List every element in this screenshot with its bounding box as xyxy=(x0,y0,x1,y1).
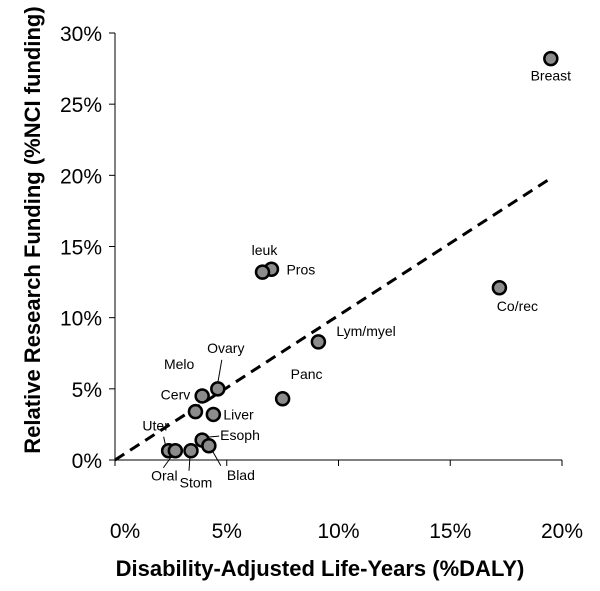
trendline-layer xyxy=(114,176,552,462)
axes: 0% 5% 10% 15% 20% 0% 5% 10% 15% 20% 25% 30% xyxy=(60,23,583,543)
point-label-leuk: leuk xyxy=(252,242,279,258)
data-point-stom xyxy=(183,442,199,459)
leader-line-oral xyxy=(162,456,172,469)
data-point-blad xyxy=(201,438,217,454)
point-label-blad: Blad xyxy=(227,467,255,483)
data-point-leuk xyxy=(254,264,271,280)
point-label-liver: Liver xyxy=(223,406,254,422)
data-point-melo xyxy=(194,388,210,404)
leader-line-ovary xyxy=(217,359,223,383)
data-point-lym-myel xyxy=(310,334,327,350)
point-label-panc: Panc xyxy=(291,366,323,382)
x-tick-label: 10% xyxy=(317,520,359,543)
leader-line-stom xyxy=(188,456,191,471)
y-tick-label: 0% xyxy=(72,450,102,473)
x-tick-label: 15% xyxy=(429,520,471,543)
x-tick-label: 20% xyxy=(541,520,583,543)
data-point-oral xyxy=(167,442,184,459)
y-tick-label: 10% xyxy=(60,308,102,331)
data-point-ovary xyxy=(210,381,226,397)
leader-line-blad xyxy=(212,451,222,467)
y-tick-label: 25% xyxy=(60,94,102,117)
data-point-breast xyxy=(543,50,559,67)
x-tick-label: 5% xyxy=(212,520,242,543)
data-points xyxy=(160,50,559,459)
point-label-esoph: Esoph xyxy=(220,427,260,443)
point-label-pros: Pros xyxy=(286,261,315,277)
x-tick-label: 0% xyxy=(110,520,140,543)
point-label-melo: Melo xyxy=(164,356,195,372)
point-label-uter: Uter xyxy=(142,418,169,434)
data-point-co-rec xyxy=(491,280,508,296)
y-axis-title: Relative Research Funding (%NCI funding) xyxy=(20,6,45,453)
point-label-ovary: Ovary xyxy=(207,340,244,356)
leader-lines xyxy=(162,359,223,471)
point-label-oral: Oral xyxy=(151,468,177,484)
point-label-cerv: Cerv xyxy=(161,387,191,403)
y-tick-label: 30% xyxy=(60,23,102,46)
point-label-co-rec: Co/rec xyxy=(497,298,538,314)
trendline xyxy=(114,176,552,462)
point-label-breast: Breast xyxy=(531,68,572,84)
data-point-panc xyxy=(274,391,291,407)
point-label-lym-myel: Lym/myel xyxy=(336,323,395,339)
x-axis-title: Disability-Adjusted Life-Years (%DALY) xyxy=(116,556,525,581)
data-point-liver xyxy=(205,406,222,423)
point-labels: Breast Co/rec Lym/myel Pros leuk Panc Ovary Mel… xyxy=(142,68,571,491)
y-tick-label: 5% xyxy=(72,379,102,402)
y-tick-label: 20% xyxy=(60,165,102,188)
point-label-stom: Stom xyxy=(180,475,213,491)
y-tick-label: 15% xyxy=(60,237,102,260)
data-point-cerv xyxy=(187,403,204,420)
